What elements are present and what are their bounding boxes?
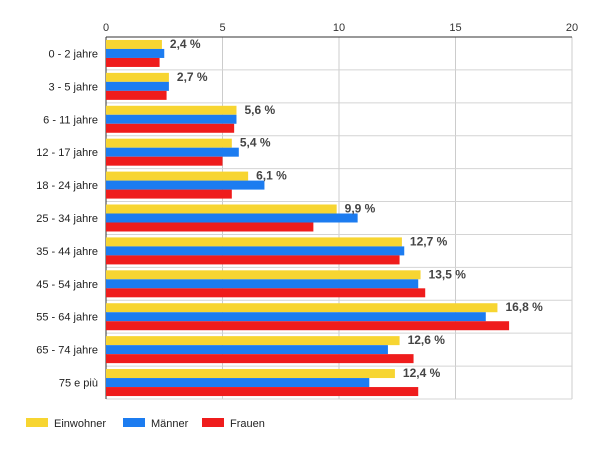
- bar-männer-8: [106, 312, 486, 322]
- bar-frauen-9: [106, 354, 414, 364]
- legend-swatch-frauen: [202, 418, 224, 427]
- legend-label: Frauen: [230, 418, 265, 430]
- bar-frauen-10: [106, 387, 419, 397]
- bar-einwohner-7: [106, 270, 421, 280]
- bar-einwohner-5: [106, 204, 337, 214]
- bar-einwohner-4: [106, 171, 249, 181]
- data-label: 2,4 %: [170, 37, 201, 51]
- category-label: 0 - 2 jahre: [48, 48, 98, 60]
- data-label: 9,9 %: [345, 202, 376, 216]
- category-label: 45 - 54 jahre: [36, 279, 98, 291]
- bar-frauen-8: [106, 321, 510, 331]
- category-label: 65 - 74 jahre: [36, 345, 98, 357]
- category-label: 12 - 17 jahre: [36, 147, 98, 159]
- bar-männer-9: [106, 345, 388, 355]
- bar-einwohner-0: [106, 39, 162, 49]
- category-label: 75 e più: [59, 378, 98, 390]
- data-label: 12,6 %: [408, 333, 446, 347]
- category-label: 18 - 24 jahre: [36, 180, 98, 192]
- bar-einwohner-2: [106, 105, 237, 115]
- data-label: 6,1 %: [256, 169, 287, 183]
- x-tick-label: 10: [333, 22, 345, 34]
- category-label: 3 - 5 jahre: [48, 81, 98, 93]
- category-label: 25 - 34 jahre: [36, 213, 98, 225]
- bar-männer-4: [106, 180, 265, 190]
- legend-swatch-männer: [123, 418, 145, 427]
- x-tick-label: 15: [449, 22, 461, 34]
- data-label: 2,7 %: [177, 70, 208, 84]
- bar-einwohner-10: [106, 369, 395, 379]
- bar-frauen-4: [106, 189, 232, 199]
- data-label: 16,8 %: [505, 300, 543, 314]
- bar-frauen-6: [106, 255, 400, 265]
- bar-männer-10: [106, 378, 370, 388]
- x-tick-label: 5: [219, 22, 225, 34]
- legend-label: Männer: [151, 418, 189, 430]
- category-label: 55 - 64 jahre: [36, 312, 98, 324]
- bar-einwohner-1: [106, 72, 169, 82]
- legend-label: Einwohner: [54, 418, 106, 430]
- bar-männer-6: [106, 246, 405, 256]
- bar-einwohner-3: [106, 138, 232, 148]
- bar-einwohner-8: [106, 303, 498, 313]
- legend-swatch-einwohner: [26, 418, 48, 427]
- bar-einwohner-6: [106, 237, 402, 247]
- bar-männer-1: [106, 81, 169, 91]
- bar-männer-0: [106, 48, 165, 58]
- bar-männer-7: [106, 279, 419, 289]
- category-label: 6 - 11 jahre: [43, 114, 98, 126]
- data-label: 12,4 %: [403, 366, 441, 380]
- bar-frauen-3: [106, 156, 223, 166]
- data-label: 5,4 %: [240, 136, 271, 150]
- bar-männer-3: [106, 147, 239, 157]
- bar-einwohner-9: [106, 336, 400, 346]
- data-label: 12,7 %: [410, 234, 448, 248]
- bar-frauen-5: [106, 222, 314, 232]
- bar-männer-5: [106, 213, 358, 223]
- data-label: 5,6 %: [244, 103, 275, 117]
- x-tick-label: 0: [103, 22, 109, 34]
- bar-frauen-1: [106, 90, 167, 100]
- bar-männer-2: [106, 114, 237, 124]
- bar-frauen-0: [106, 57, 160, 67]
- data-label: 13,5 %: [429, 267, 467, 281]
- bar-frauen-2: [106, 123, 235, 133]
- bar-frauen-7: [106, 288, 426, 298]
- category-label: 35 - 44 jahre: [36, 246, 98, 258]
- x-tick-label: 20: [566, 22, 578, 34]
